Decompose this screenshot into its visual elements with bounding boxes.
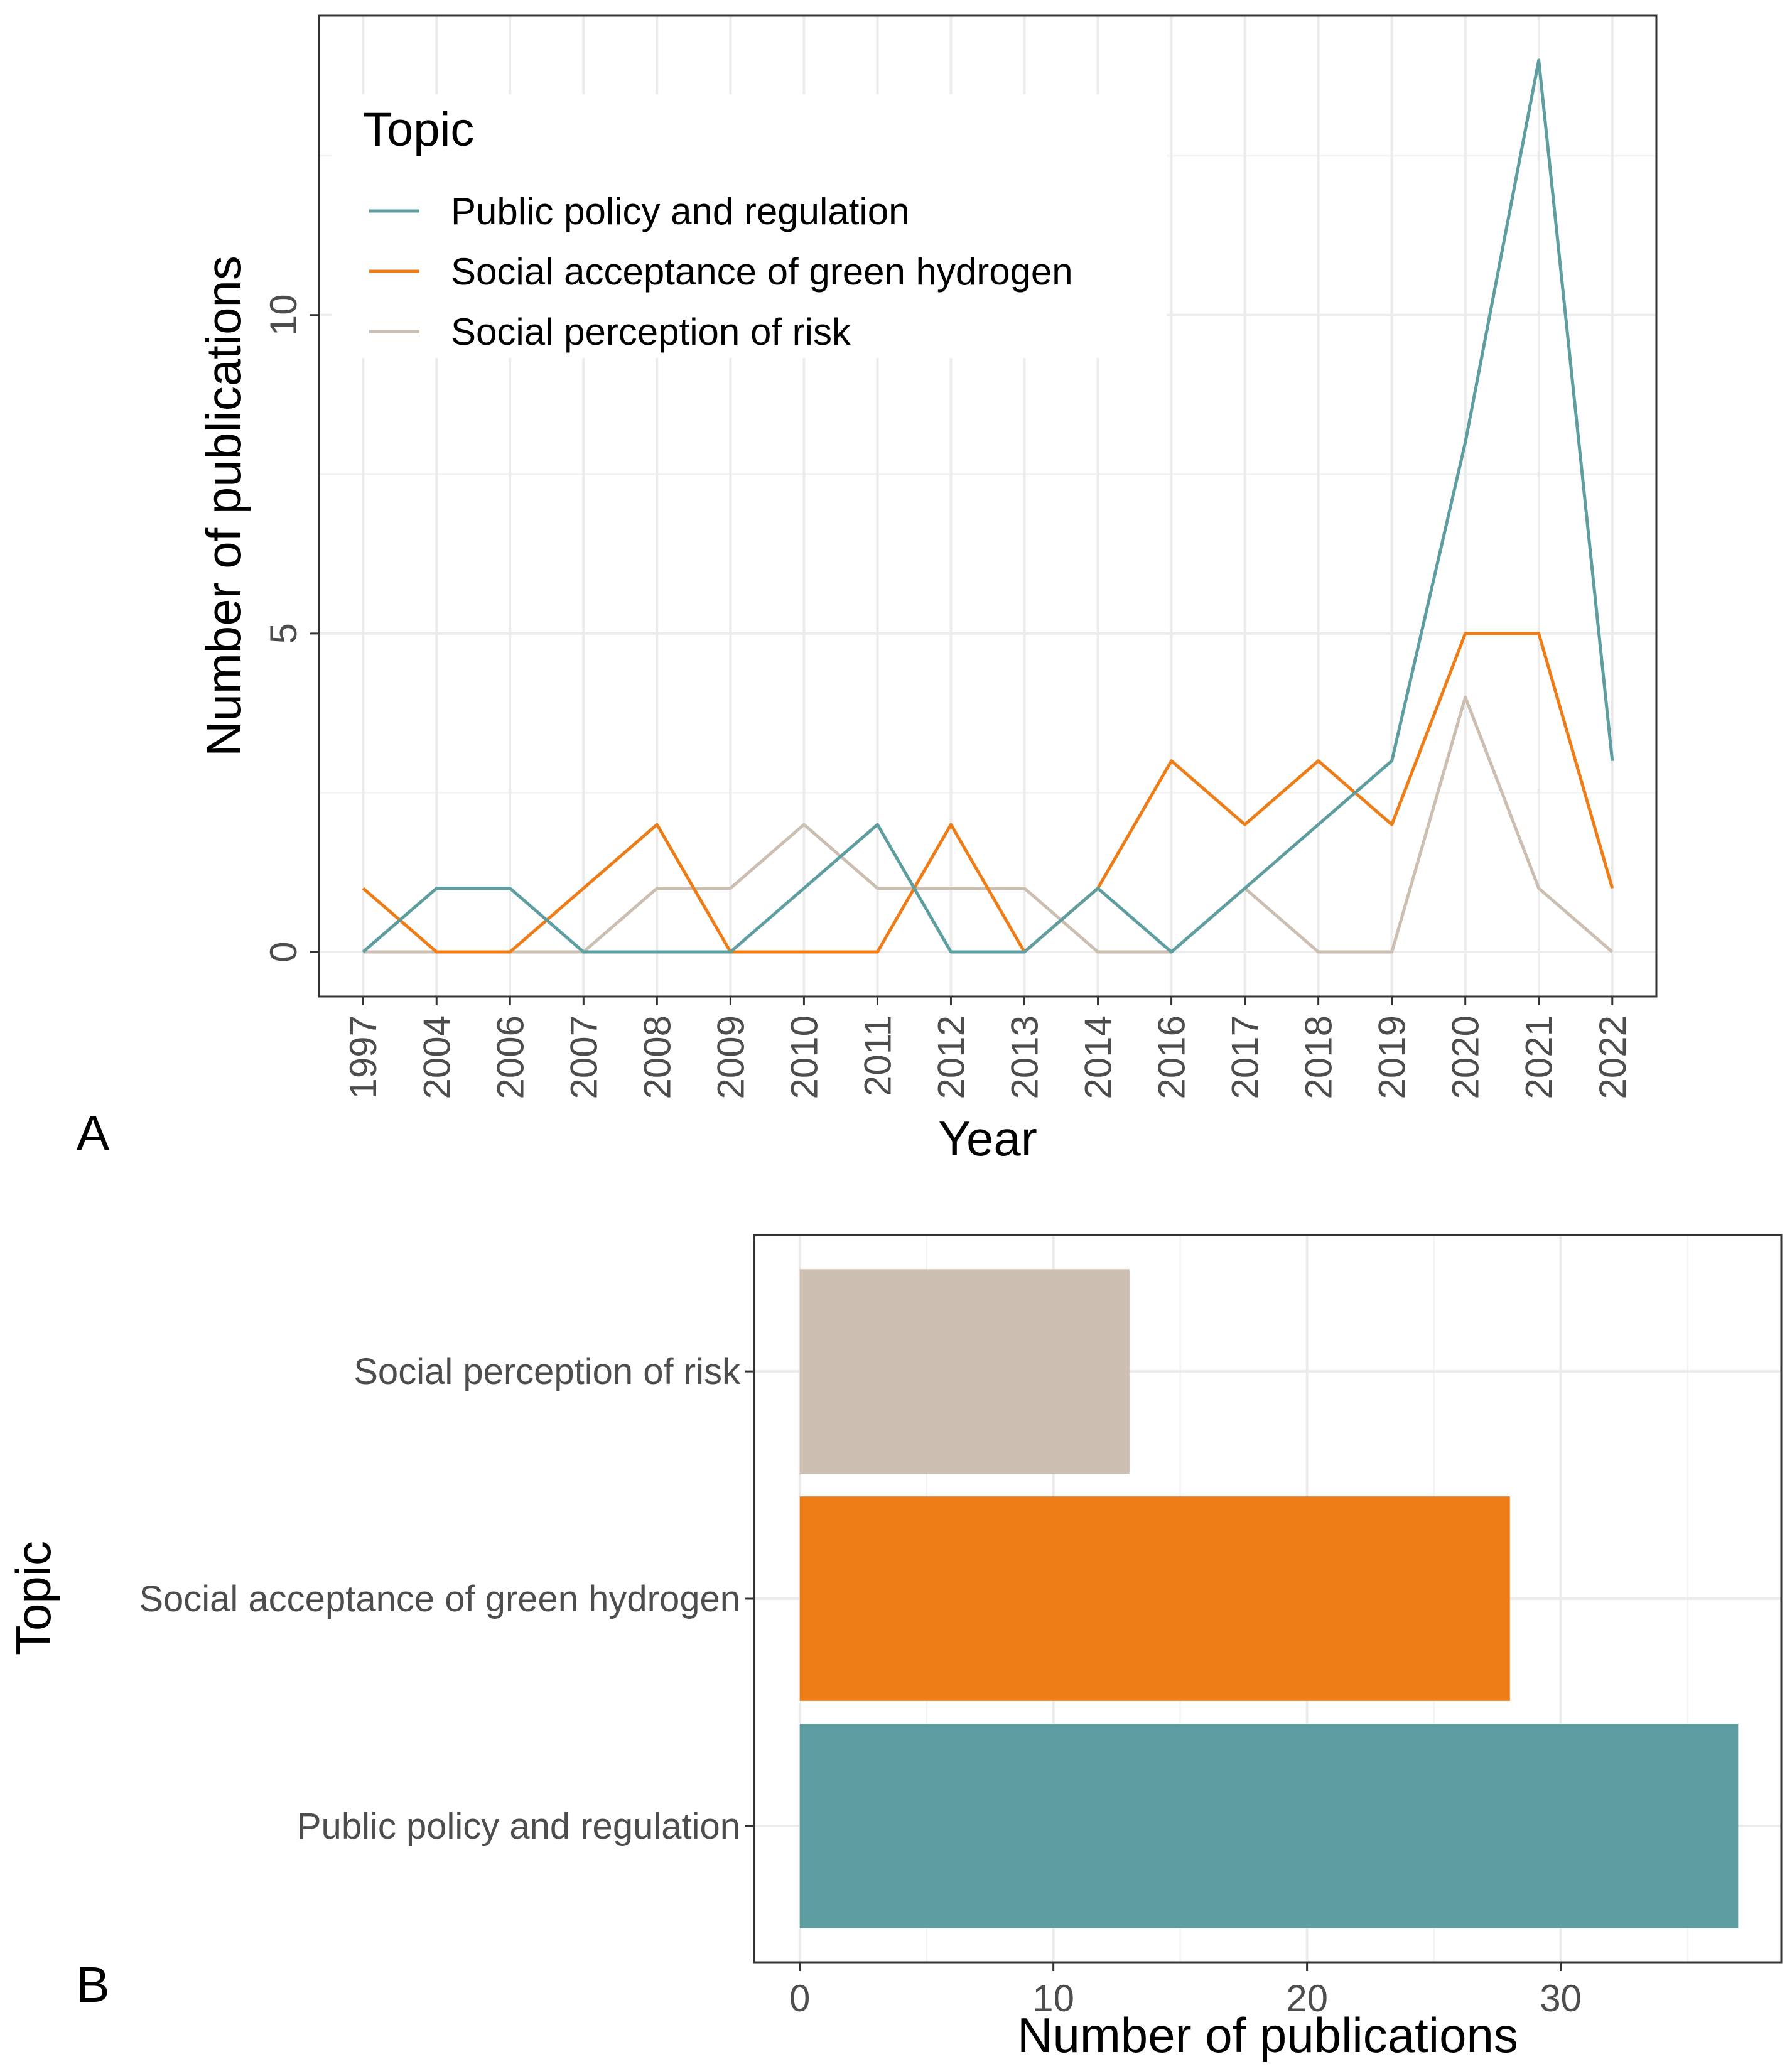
panel-a-x-axis-title: Year <box>938 1111 1037 1166</box>
legend-background <box>332 94 1167 358</box>
panel-b-bar-chart: Public policy and regulation Social accep… <box>6 1234 1783 2063</box>
x-tick-label: 2020 <box>1445 1015 1487 1099</box>
legend-item-label: Public policy and regulation <box>451 190 909 232</box>
legend-item-label: Social perception of risk <box>451 311 851 353</box>
x-tick-label: 2021 <box>1518 1015 1560 1099</box>
legend-title: Topic <box>363 103 474 156</box>
category-label: Social acceptance of green hydrogen <box>139 1579 740 1619</box>
panel-a-lines <box>362 58 1614 954</box>
x-tick-label: 2009 <box>710 1015 752 1099</box>
panel-a-y-axis-title: Number of publications <box>196 256 251 757</box>
series-line-public-policy-and-regulation <box>362 58 1614 954</box>
x-tick-label: 2022 <box>1592 1015 1634 1099</box>
x-tick-label: 20 <box>1286 1977 1328 2019</box>
x-tick-label: 2013 <box>1004 1015 1046 1099</box>
legend-item-label: Social acceptance of green hydrogen <box>451 251 1073 293</box>
panel-b-label: B <box>76 1957 109 2012</box>
panel-a-x-ticks: 1997 2004 2006 2007 2008 2009 2010 2011 2012 2013… <box>342 997 1634 1099</box>
panel-b-category-labels: Public policy and regulation Social accep… <box>139 1351 754 1847</box>
legend: Topic Public policy and regulation Social… <box>332 94 1167 358</box>
panel-b-y-axis-title: Topic <box>6 1541 61 1655</box>
panel-b-x-ticks: 0 10 20 30 <box>789 1962 1582 2019</box>
x-tick-label: 2018 <box>1298 1015 1340 1099</box>
panel-a-y-ticks: 0 5 10 <box>262 294 319 963</box>
x-tick-label: 10 <box>1032 1977 1074 2019</box>
bar-social-perception-of-risk <box>799 1269 1130 1474</box>
x-tick-label: 2014 <box>1077 1015 1120 1099</box>
panel-b-x-axis-title: Number of publications <box>1017 2007 1518 2063</box>
x-tick-label: 2008 <box>636 1015 678 1099</box>
category-label: Public policy and regulation <box>297 1806 740 1847</box>
panel-a-label: A <box>76 1105 110 1161</box>
series-line-social-acceptance-of-green-hydrogen <box>362 632 1614 954</box>
panel-a-line-chart: 0 5 10 1997 2004 2006 2007 2008 2009 2010 2011 201… <box>76 14 1658 1166</box>
y-tick-label: 5 <box>262 623 305 644</box>
x-tick-label: 2019 <box>1371 1015 1413 1099</box>
category-label: Social perception of risk <box>354 1351 741 1392</box>
x-tick-label: 1997 <box>342 1015 384 1099</box>
panel-b-bars <box>799 1269 1739 1928</box>
x-tick-label: 2004 <box>416 1015 458 1099</box>
x-tick-label: 2012 <box>930 1015 972 1099</box>
panel-a-border <box>318 14 1658 998</box>
x-tick-label: 2016 <box>1151 1015 1193 1099</box>
x-tick-label: 2017 <box>1224 1015 1266 1099</box>
x-tick-label: 2010 <box>783 1015 825 1099</box>
x-tick-label: 2011 <box>856 1015 899 1096</box>
bar-public-policy-and-regulation <box>799 1724 1739 1928</box>
x-tick-label: 2006 <box>489 1015 531 1099</box>
y-tick-label: 10 <box>262 294 305 336</box>
y-tick-label: 0 <box>262 941 305 962</box>
x-tick-label: 30 <box>1540 1977 1582 2019</box>
legend-items: Public policy and regulation Social accep… <box>369 190 1073 353</box>
bar-social-acceptance-of-green-hydrogen <box>799 1496 1510 1701</box>
x-tick-label: 0 <box>789 1977 810 2019</box>
x-tick-label: 2007 <box>563 1015 605 1099</box>
